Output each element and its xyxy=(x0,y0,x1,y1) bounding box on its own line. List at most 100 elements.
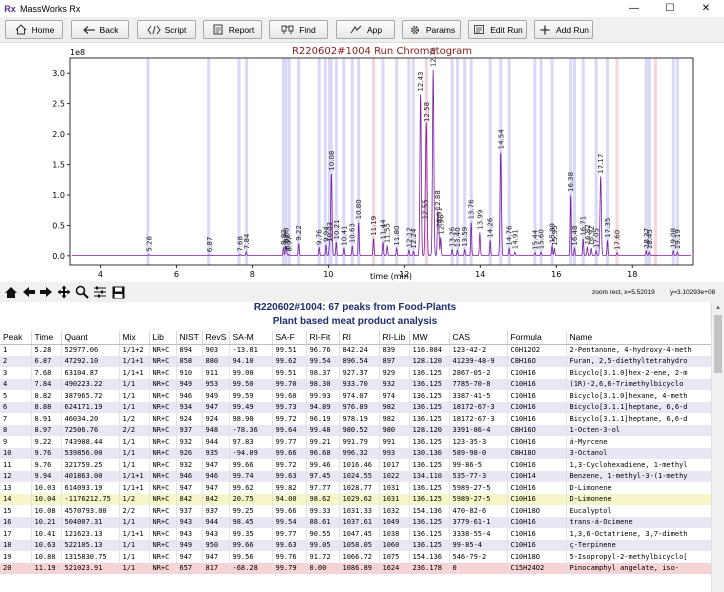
home-button-label: Home xyxy=(31,24,55,35)
table-row[interactable]: 10 9.76 539856.00 1/1 NR+C 926 935 -94.09 99.66 9… xyxy=(0,447,711,459)
table-cell: 522105.13 xyxy=(61,539,120,551)
back-button[interactable]: Back xyxy=(71,20,129,39)
table-row[interactable]: 2 6.87 47292.10 1/1+1 NR+C 858 880 94.10 99.62 99… xyxy=(0,355,711,367)
nav-home-button[interactable] xyxy=(3,284,19,300)
table-row[interactable]: 18 10.63 522105.13 1/1 NR+C 949 950 99.66 99.63 9… xyxy=(0,539,711,551)
table-cell: -94.09 xyxy=(229,447,273,459)
column-header[interactable]: CAS xyxy=(449,331,508,345)
table-cell: 490223.22 xyxy=(61,378,120,390)
table-cell: 2/2 xyxy=(119,505,150,517)
column-header[interactable]: SA-F xyxy=(272,331,307,345)
column-header[interactable]: Lib xyxy=(149,331,177,345)
table-row[interactable]: 14 10.04 -1176212.75 1/2 NR+C 842 842 20.75 94.0… xyxy=(0,493,711,505)
table-row[interactable]: 9 9.22 743908.44 1/1 NR+C 932 944 97.83 99.77 99.… xyxy=(0,436,711,448)
table-cell: Bicyclo[3.1.1]heptane, 6,6-d xyxy=(566,413,711,425)
table-cell: 99.59 xyxy=(229,390,273,402)
app-button[interactable]: App xyxy=(336,20,395,39)
table-row[interactable]: 6 8.88 624171.19 1/1 NR+C 934 947 99.49 99.73 94.… xyxy=(0,401,711,413)
find-button[interactable]: Find xyxy=(269,20,328,39)
table-row[interactable]: 20 11.19 521023.91 1/1 NR+C 657 817 -68.28 99.79… xyxy=(0,562,711,574)
scroll-up-arrow-icon[interactable]: ▲ xyxy=(715,305,721,311)
table-cell: 1/1 xyxy=(119,516,150,528)
table-cell: 1/1 xyxy=(119,551,150,563)
home-button[interactable]: Home xyxy=(5,20,63,39)
edit-run-button[interactable]: Edit Run xyxy=(468,20,527,39)
nav-pan-button[interactable] xyxy=(56,284,72,300)
table-cell: 99.21 xyxy=(306,436,340,448)
close-button[interactable]: ✕ xyxy=(701,3,711,14)
report-button[interactable]: Report xyxy=(203,20,262,39)
table-row[interactable]: 16 10.21 504007.31 1/1 NR+C 943 944 98.45 99.54 8… xyxy=(0,516,711,528)
table-row[interactable]: 4 7.84 490223.22 1/1 NR+C 949 953 99.50 99.70 98.… xyxy=(0,378,711,390)
table-cell: 1/2 xyxy=(119,493,150,505)
table-row[interactable]: 11 9.76 321759.25 1/1 NR+C 932 947 99.66 99.72 99… xyxy=(0,459,711,471)
table-cell: 123-35-3 xyxy=(449,436,508,448)
table-cell: 1047.45 xyxy=(339,528,380,540)
column-header[interactable]: Name xyxy=(566,331,711,345)
nav-forward-button[interactable] xyxy=(38,284,54,300)
table-row[interactable]: 5 8.82 387965.72 1/1 NR+C 946 949 99.59 99.60 99.… xyxy=(0,390,711,402)
peak-table[interactable]: Peak Time Quant Mix Lib NIST RevS SA-M SA-F RI-Fi… xyxy=(0,331,711,574)
peak-time-label: 15.60 xyxy=(538,229,546,249)
table-row[interactable]: 7 8.91 46034.20 1/2 NR+C 924 924 98.90 99.72 96.1… xyxy=(0,413,711,425)
table-cell: trans-á-Ocimene xyxy=(566,516,711,528)
nav-zoom-button[interactable] xyxy=(74,284,90,300)
column-header[interactable]: NIST xyxy=(176,331,203,345)
table-cell: 932 xyxy=(379,378,410,390)
table-cell: 949 xyxy=(202,390,230,402)
scrollbar-thumb[interactable] xyxy=(714,315,722,373)
column-header[interactable]: Mix xyxy=(119,331,150,345)
column-header[interactable]: RI-Lib xyxy=(379,331,410,345)
nav-save-button[interactable] xyxy=(110,284,126,300)
table-cell: 99.66 xyxy=(229,459,273,471)
column-header[interactable]: RI-Fit xyxy=(306,331,340,345)
table-cell: 9 xyxy=(0,436,32,448)
peak-window-band xyxy=(381,58,385,265)
table-cell: 136.125 xyxy=(409,378,450,390)
table-row[interactable]: 3 7.68 63104.87 1/1+1 NR+C 910 911 99.00 99.51 98… xyxy=(0,367,711,379)
column-header[interactable]: RevS xyxy=(202,331,230,345)
plot-frame xyxy=(69,57,694,266)
peak-table-container[interactable]: Peak Time Quant Mix Lib NIST RevS SA-M SA-F RI-Fi… xyxy=(0,331,711,592)
table-cell: 1032 xyxy=(379,505,410,517)
table-cell: 3 xyxy=(0,367,32,379)
table-cell: 947 xyxy=(176,551,203,563)
table-row[interactable]: 19 10.80 1315830.75 1/1 NR+C 947 947 99.56 99.76… xyxy=(0,551,711,563)
table-cell: NR+C xyxy=(149,436,177,448)
table-header-row: Peak Time Quant Mix Lib NIST RevS SA-M SA-F RI-Fi… xyxy=(0,331,711,345)
nav-back-button[interactable] xyxy=(21,284,37,300)
table-row[interactable]: 15 10.08 4570793.00 2/2 NR+C 937 937 99.25 99.66… xyxy=(0,505,711,517)
column-header[interactable]: Time xyxy=(31,331,62,345)
table-cell: 1017 xyxy=(379,459,410,471)
table-row[interactable]: 13 10.03 614093.19 1/1+1 NR+C 947 947 99.62 99.8… xyxy=(0,482,711,494)
minimize-button[interactable]: — xyxy=(629,3,639,14)
y-tick-label: 1.0 xyxy=(52,191,65,200)
column-header[interactable]: SA-M xyxy=(229,331,273,345)
table-cell: 90.55 xyxy=(306,528,340,540)
table-row[interactable]: 1 5.28 52977.06 1/1+2 NR+C 894 903 -13.81 99.51 9… xyxy=(0,344,711,356)
table-row[interactable]: 12 9.94 401863.00 1/1+1 NR+C 946 946 99.74 99.63… xyxy=(0,470,711,482)
peak-time-label: 14.76 xyxy=(506,225,514,246)
table-cell: 99-85-4 xyxy=(449,539,508,551)
column-header[interactable]: RI xyxy=(339,331,380,345)
table-cell: 99.54 xyxy=(306,355,340,367)
maximize-button[interactable]: ☐ xyxy=(665,3,675,14)
column-header[interactable]: Formula xyxy=(507,331,567,345)
column-header[interactable]: Peak xyxy=(0,331,32,345)
table-cell: 8 xyxy=(0,424,32,436)
vertical-scrollbar[interactable]: ▲ xyxy=(711,302,724,592)
params-button[interactable]: Params xyxy=(402,20,461,39)
nav-configure-button[interactable] xyxy=(92,284,108,300)
peak-window-band xyxy=(329,58,333,265)
add-run-button[interactable]: Add Run xyxy=(534,20,593,39)
script-button[interactable]: Script xyxy=(137,20,196,39)
table-row[interactable]: 17 10.41 121623.13 1/1+1 NR+C 943 943 99.35 99.7… xyxy=(0,528,711,540)
chromatogram-chart[interactable]: 5.28 6.87 7.68 7.84 8.82 8.88 8.91 8.97 9.22 9.76… xyxy=(0,43,724,282)
peak-window-band xyxy=(507,58,511,265)
chromatogram-svg[interactable]: 5.28 6.87 7.687.84 8.828.888.918.979.22 9.76… xyxy=(0,43,724,282)
peak-time-label: 9.22 xyxy=(295,225,303,241)
column-header[interactable]: Quant xyxy=(61,331,120,345)
table-row[interactable]: 8 8.97 72506.76 2/2 NR+C 937 948 -78.36 99.64 99.… xyxy=(0,424,711,436)
peak-time-label: 16.82 xyxy=(584,224,592,244)
column-header[interactable]: MW xyxy=(409,331,450,345)
